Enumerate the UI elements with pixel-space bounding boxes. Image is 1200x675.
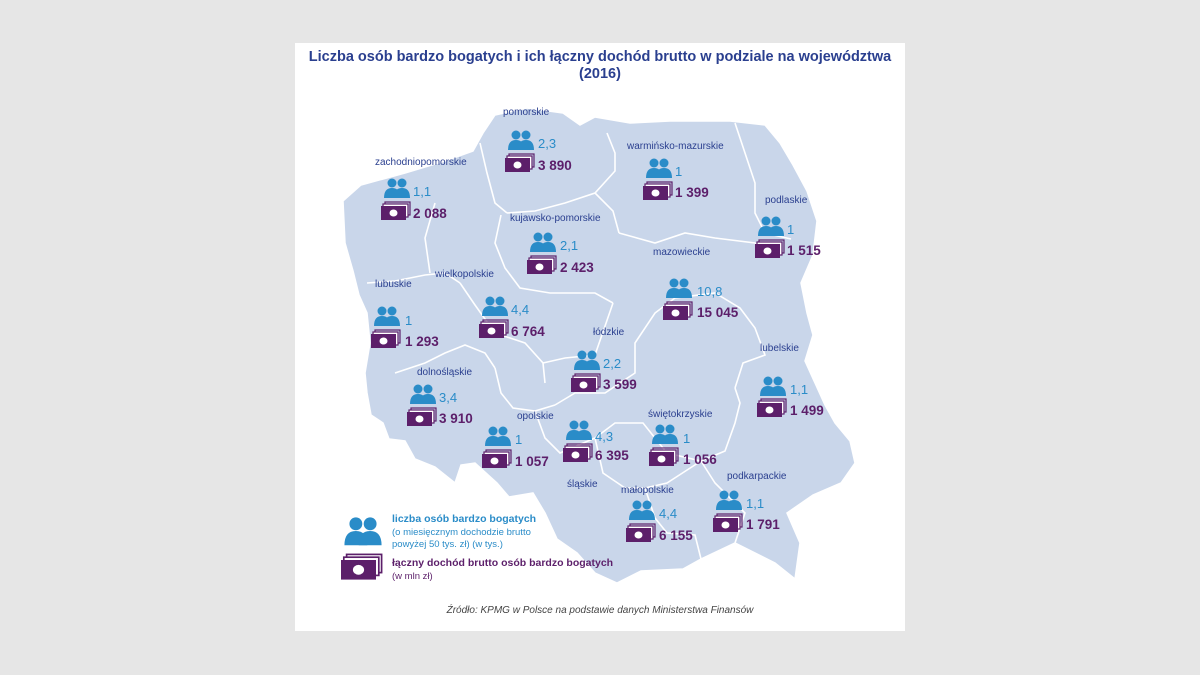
region-name: lubuskie xyxy=(375,279,412,290)
money-icon xyxy=(527,255,557,274)
money-icon xyxy=(371,329,401,348)
income-value: 1 499 xyxy=(790,403,824,418)
money-icon xyxy=(643,181,673,200)
people-count: 3,4 xyxy=(439,390,458,405)
people-icon xyxy=(652,424,678,444)
region-name: podlaskie xyxy=(765,195,808,206)
income-value: 1 791 xyxy=(746,517,780,532)
people-icon xyxy=(482,296,508,316)
legend-money-sub: (w mln zł) xyxy=(392,571,433,582)
map-title: Liczba osób bardzo bogatych i ich łączny… xyxy=(295,49,905,83)
money-icon xyxy=(563,443,593,462)
people-count: 1 xyxy=(787,222,795,237)
region-name: pomorskie xyxy=(503,107,550,118)
income-value: 3 910 xyxy=(439,411,473,426)
people-icon xyxy=(646,158,672,178)
income-value: 1 515 xyxy=(787,243,821,258)
people-count: 4,3 xyxy=(595,429,614,444)
money-icon xyxy=(341,553,383,580)
region-name: lubelskie xyxy=(760,343,799,354)
income-value: 1 293 xyxy=(405,334,439,349)
income-value: 6 155 xyxy=(659,528,693,543)
region-name: podkarpackie xyxy=(727,471,787,482)
people-icon xyxy=(666,278,692,298)
legend-people-sub2: powyżej 50 tys. zł) (w tys.) xyxy=(392,539,503,550)
region-name: świętokrzyskie xyxy=(648,409,713,420)
people-icon xyxy=(374,306,400,326)
region-name: wielkopolskie xyxy=(435,269,494,280)
region-name: kujawsko-pomorskie xyxy=(510,213,601,224)
people-count: 4,4 xyxy=(659,506,678,521)
people-icon xyxy=(566,420,592,440)
income-value: 3 890 xyxy=(538,158,572,173)
people-count: 4,4 xyxy=(511,302,530,317)
people-count: 1,1 xyxy=(413,184,432,199)
region-name: warmińsko-mazurskie xyxy=(627,141,724,152)
people-count: 2,1 xyxy=(560,238,579,253)
region-name: małopolskie xyxy=(621,485,674,496)
poland-map xyxy=(342,107,856,584)
people-count: 2,2 xyxy=(603,356,622,371)
people-icon xyxy=(384,178,410,198)
income-value: 6 764 xyxy=(511,324,545,339)
money-icon xyxy=(626,523,656,542)
people-icon xyxy=(485,426,511,446)
money-icon xyxy=(407,407,437,426)
people-icon xyxy=(758,216,784,236)
infographic-card: Liczba osób bardzo bogatych i ich łączny… xyxy=(295,43,905,631)
people-icon xyxy=(760,376,786,396)
money-icon xyxy=(757,398,787,417)
people-count: 1,1 xyxy=(790,382,809,397)
people-count: 2,3 xyxy=(538,136,557,151)
people-icon xyxy=(530,232,556,252)
people-icon xyxy=(629,500,655,520)
people-count: 1 xyxy=(515,432,523,447)
people-icon xyxy=(344,517,382,546)
people-count: 1 xyxy=(405,313,413,328)
legend-people-sub1: (o miesięcznym dochodzie brutto xyxy=(392,527,531,538)
income-value: 1 056 xyxy=(683,452,717,467)
income-value: 2 088 xyxy=(413,206,447,221)
source-note: Źródło: KPMG w Polsce na podstawie danyc… xyxy=(446,605,754,616)
region-name: opolskie xyxy=(517,411,554,422)
people-count: 1 xyxy=(683,431,691,446)
legend-money-title: łączny dochód brutto osób bardzo bogatyc… xyxy=(392,557,614,569)
money-icon xyxy=(479,319,509,338)
income-value: 6 395 xyxy=(595,448,629,463)
region-name: mazowieckie xyxy=(653,247,711,258)
people-icon xyxy=(508,130,534,150)
people-icon xyxy=(410,384,436,404)
people-count: 1,1 xyxy=(746,496,765,511)
money-icon xyxy=(505,153,535,172)
money-icon xyxy=(713,513,743,532)
subtitle-line: (2016) xyxy=(579,66,621,82)
region-name: zachodniopomorskie xyxy=(375,157,467,168)
money-icon xyxy=(482,449,512,468)
income-value: 1 057 xyxy=(515,454,549,469)
title-line: Liczba osób bardzo bogatych i ich łączny… xyxy=(308,49,892,65)
income-value: 15 045 xyxy=(697,305,739,320)
people-icon xyxy=(716,490,742,510)
region-name: śląskie xyxy=(567,479,598,490)
legend-people-title: liczba osób bardzo bogatych xyxy=(392,513,537,525)
money-icon xyxy=(649,447,679,466)
region-name: dolnośląskie xyxy=(417,367,473,378)
income-value: 2 423 xyxy=(560,260,594,275)
money-icon xyxy=(571,373,601,392)
money-icon xyxy=(663,301,693,320)
people-icon xyxy=(574,350,600,370)
income-value: 3 599 xyxy=(603,377,637,392)
people-count: 10,8 xyxy=(697,284,723,299)
income-value: 1 399 xyxy=(675,185,709,200)
money-icon xyxy=(755,239,785,258)
money-icon xyxy=(381,201,411,220)
region-name: łódzkie xyxy=(593,327,625,338)
people-count: 1 xyxy=(675,164,683,179)
